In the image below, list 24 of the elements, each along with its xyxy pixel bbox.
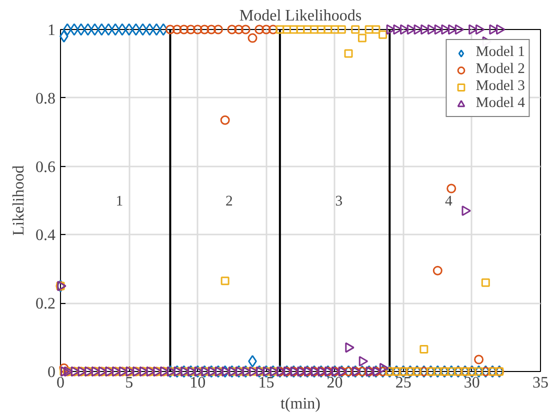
legend-label: Model 2 — [476, 61, 525, 78]
y-tick-label: 0.2 — [36, 296, 56, 313]
x-tick-label: 15 — [258, 374, 274, 392]
y-axis-title: Likelihood — [10, 165, 28, 236]
x-tick-label: 30 — [464, 374, 480, 392]
x-axis-title: t(min) — [280, 396, 321, 412]
x-tick-label: 10 — [190, 374, 206, 392]
legend-label: Model 1 — [476, 44, 525, 61]
y-tick-label: 0.4 — [36, 227, 56, 244]
annotation: 3 — [335, 194, 343, 210]
y-tick-label: 0.8 — [36, 90, 56, 108]
x-tick-label: 20 — [326, 374, 343, 392]
annotation: 2 — [226, 194, 233, 210]
y-tick-label: 0.6 — [36, 158, 56, 176]
annotation: 4 — [444, 194, 453, 210]
legend-label: Model 3 — [476, 78, 525, 95]
x-tick-label: 25 — [395, 374, 412, 392]
annotation: 1 — [116, 194, 124, 210]
y-tick-label: 1 — [48, 22, 56, 39]
y-tick-label: 0 — [48, 364, 56, 381]
x-tick-label: 35 — [532, 374, 548, 392]
legend-label: Model 4 — [476, 95, 525, 112]
x-tick-label: 5 — [125, 374, 134, 392]
chart-title: Model Likelihoods — [239, 8, 362, 24]
